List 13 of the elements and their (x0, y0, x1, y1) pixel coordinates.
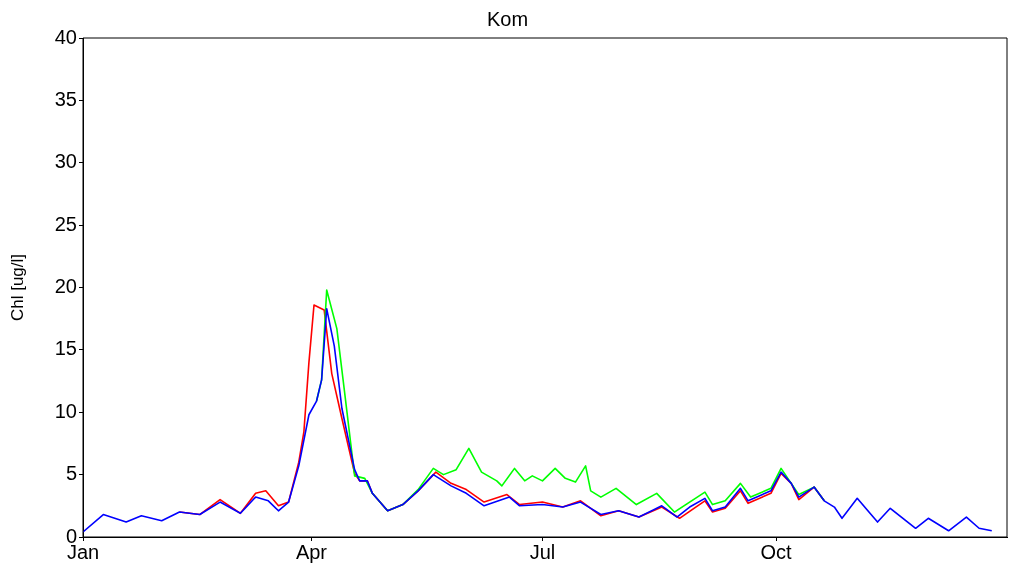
x-tick-label: Oct (760, 540, 792, 563)
y-tick-label: 15 (54, 337, 77, 360)
y-tick-label: 30 (54, 150, 77, 173)
y-tick-label: 20 (54, 275, 77, 298)
y-tick-label: 5 (65, 462, 77, 485)
y-tick-label: 25 (54, 212, 77, 235)
y-tick-label: 35 (54, 87, 77, 110)
x-tick-label: Apr (295, 540, 328, 563)
x-tick-label: Jul (529, 540, 556, 563)
chart-title: Kom (486, 7, 529, 30)
y-tick-label: 10 (54, 399, 77, 422)
y-tick-label: 40 (54, 25, 77, 48)
y-axis-title: Chl [ug/l] (7, 253, 27, 322)
